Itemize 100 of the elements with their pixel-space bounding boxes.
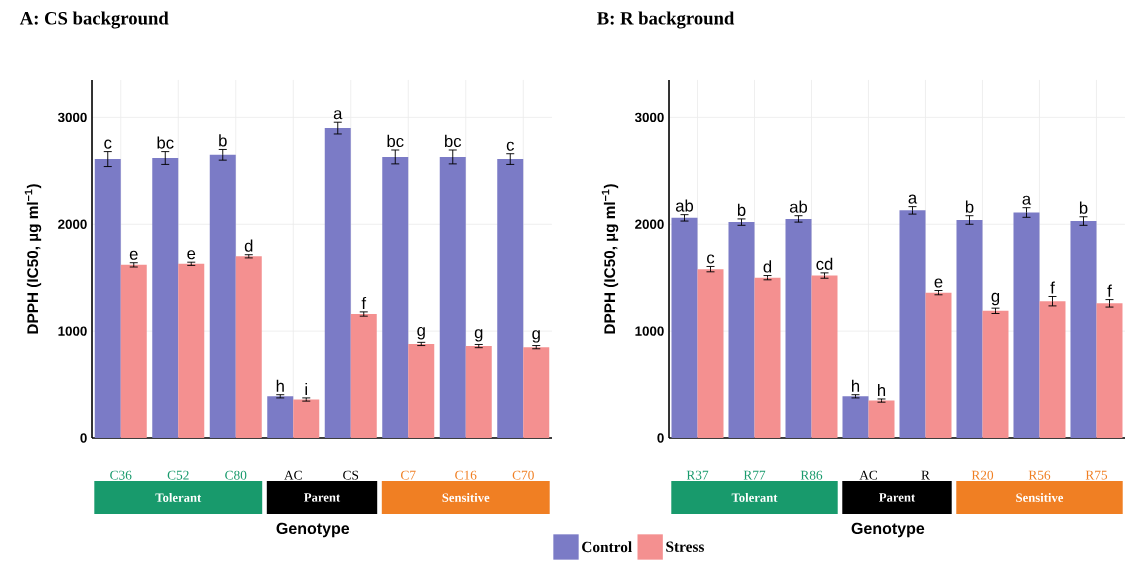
data-label: a (1022, 195, 1032, 205)
bar (267, 396, 294, 438)
data-label: a (333, 109, 343, 120)
data-label: c (707, 254, 715, 264)
data-label: d (244, 239, 253, 252)
bar (785, 218, 812, 438)
text: Parent (879, 493, 916, 502)
data-label: c (506, 141, 514, 151)
x-tick-label: R86 (800, 470, 823, 480)
y-tick-label: 0 (80, 433, 87, 443)
bar (925, 292, 952, 438)
bar (868, 400, 895, 438)
y-axis-title: DPPH (IC50, µg ml$^{−1}$) (601, 183, 619, 334)
x-tick-label: R20 (971, 470, 994, 480)
y-tick-label: 1000 (58, 326, 87, 336)
data-label: g (417, 326, 425, 340)
bar (956, 219, 983, 438)
bar (982, 310, 1009, 438)
data-label: bc (445, 134, 462, 147)
x-tick-label: AC (284, 470, 302, 480)
bar (671, 217, 698, 438)
data-label: b (219, 134, 227, 147)
text: Sensitive (442, 492, 490, 502)
x-tick-label: R37 (686, 470, 709, 480)
data-label: b (965, 200, 974, 213)
bar (293, 399, 320, 438)
bar (899, 210, 926, 438)
bar (842, 396, 869, 438)
x-tick-label: C70 (512, 470, 534, 480)
data-label: f (361, 296, 367, 309)
text: Tolerant (731, 492, 778, 502)
x-tick-label: R77 (743, 470, 766, 480)
bar (1096, 303, 1123, 438)
x-tick-label: R (921, 470, 930, 480)
text: Parent (304, 493, 341, 502)
bar (94, 158, 121, 438)
legend-label: Stress (666, 541, 705, 552)
text: Tolerant (155, 492, 202, 502)
x-tick-label: AC (859, 470, 878, 480)
data-label: g (474, 328, 483, 342)
bar (754, 277, 781, 438)
x-tick-label: C16 (455, 470, 477, 480)
bar (497, 158, 524, 438)
y-tick-label: 1000 (635, 326, 664, 336)
y-tick-label: 2000 (58, 219, 87, 229)
bar (1039, 301, 1066, 438)
bar (120, 264, 147, 438)
bar (523, 347, 550, 438)
data-label: b (1079, 201, 1088, 214)
data-label: e (129, 250, 138, 260)
chart-title: A: CS background (19, 11, 169, 29)
text: Sensitive (1016, 492, 1064, 502)
x-tick-label: C36 (110, 470, 132, 480)
data-label: e (187, 249, 196, 260)
x-tick-label: R56 (1028, 470, 1051, 480)
bar (408, 343, 435, 438)
data-label: h (878, 383, 886, 396)
bar (811, 275, 838, 438)
data-label: bc (157, 136, 174, 149)
bar (382, 156, 409, 438)
chart-title: B: R background (597, 11, 735, 29)
x-tick-label: R75 (1085, 470, 1108, 480)
x-axis-title: Genotype (851, 522, 925, 538)
data-label: d (763, 260, 772, 273)
data-label: b (737, 203, 746, 216)
x-tick-label: C7 (401, 470, 416, 480)
data-label: bc (387, 134, 404, 147)
data-label: f (1050, 281, 1055, 294)
data-label: a (908, 194, 918, 204)
x-tick-label: C80 (225, 470, 247, 480)
legend-label: Control (582, 541, 632, 552)
data-label: h (276, 379, 284, 392)
bar (350, 313, 377, 438)
data-label: i (305, 382, 307, 395)
bar (1070, 220, 1097, 438)
data-label: ab (789, 200, 808, 213)
bar (465, 345, 492, 438)
data-label: e (934, 278, 943, 288)
bar (1013, 212, 1040, 438)
bar (209, 154, 236, 438)
data-label: g (991, 292, 1000, 306)
x-tick-label: C52 (167, 470, 189, 480)
y-tick-label: 3000 (634, 112, 664, 122)
y-axis-title: DPPH (IC50, µg ml$^{−1}$) (24, 183, 42, 334)
bar (728, 221, 755, 438)
data-label: cd (816, 257, 833, 270)
data-label: c (104, 139, 112, 149)
y-tick-label: 2000 (635, 219, 664, 229)
data-label: h (852, 379, 860, 392)
bar (697, 268, 724, 438)
y-tick-label: 0 (657, 433, 664, 443)
data-label: ab (675, 199, 694, 212)
bar (235, 256, 262, 438)
data-label: f (1107, 284, 1112, 297)
bar (439, 156, 466, 438)
y-tick-label: 3000 (57, 112, 87, 122)
data-label: g (532, 330, 540, 343)
bar (152, 157, 179, 438)
bar (324, 127, 351, 438)
bar (178, 263, 205, 438)
